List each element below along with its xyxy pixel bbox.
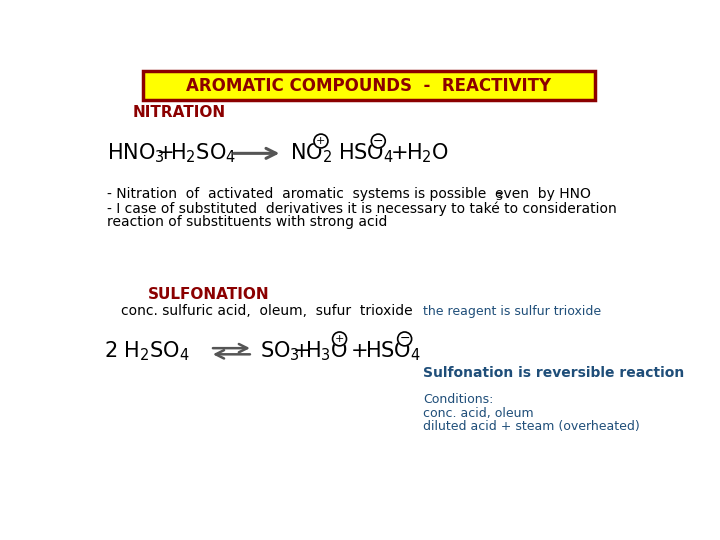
Text: +: + <box>391 143 408 163</box>
Text: H$_2$O: H$_2$O <box>406 141 449 165</box>
Text: NO$_2$: NO$_2$ <box>290 141 332 165</box>
Text: AROMATIC COMPOUNDS  -  REACTIVITY: AROMATIC COMPOUNDS - REACTIVITY <box>186 77 552 94</box>
Text: HSO$_4$: HSO$_4$ <box>365 340 421 363</box>
Text: +: + <box>335 334 344 344</box>
Text: HSO$_4$: HSO$_4$ <box>338 141 394 165</box>
Text: Sulfonation is reversible reaction: Sulfonation is reversible reaction <box>423 366 685 380</box>
Text: SULFONATION: SULFONATION <box>148 287 270 302</box>
Circle shape <box>397 332 412 346</box>
Text: 3: 3 <box>495 192 503 202</box>
Text: H$_3$O: H$_3$O <box>305 340 348 363</box>
Text: - Nitration  of  activated  aromatic  systems is possible  even  by HNO: - Nitration of activated aromatic system… <box>107 187 591 201</box>
Text: the reagent is sulfur trioxide: the reagent is sulfur trioxide <box>423 305 601 318</box>
Text: reaction of substituents with strong acid: reaction of substituents with strong aci… <box>107 215 387 229</box>
Text: 2 H$_2$SO$_4$: 2 H$_2$SO$_4$ <box>104 340 190 363</box>
Circle shape <box>333 332 346 346</box>
Circle shape <box>372 134 385 148</box>
Text: H$_2$SO$_4$: H$_2$SO$_4$ <box>170 141 236 165</box>
Text: +: + <box>316 136 325 146</box>
Text: +: + <box>157 143 174 163</box>
Text: conc. acid, oleum: conc. acid, oleum <box>423 407 534 420</box>
Text: SO$_3$: SO$_3$ <box>261 340 300 363</box>
Text: Conditions:: Conditions: <box>423 393 494 406</box>
Text: +: + <box>351 341 368 361</box>
Text: −: − <box>373 134 384 147</box>
Text: −: − <box>400 333 410 346</box>
Text: - I case of substituted  derivatives it is necessary to také to consideration: - I case of substituted derivatives it i… <box>107 201 617 216</box>
Text: +: + <box>293 341 310 361</box>
Text: NITRATION: NITRATION <box>132 105 226 120</box>
Text: HNO$_3$: HNO$_3$ <box>107 141 165 165</box>
Text: diluted acid + steam (overheated): diluted acid + steam (overheated) <box>423 420 640 433</box>
Circle shape <box>314 134 328 148</box>
Text: conc. sulfuric acid,  oleum,  sufur  trioxide: conc. sulfuric acid, oleum, sufur trioxi… <box>121 304 413 318</box>
FancyBboxPatch shape <box>143 71 595 100</box>
